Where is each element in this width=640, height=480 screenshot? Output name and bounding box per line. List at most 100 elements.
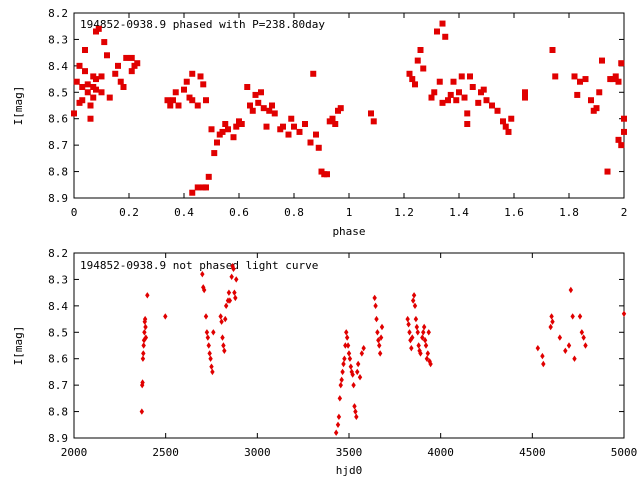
data-point (307, 139, 314, 146)
x-tick-label: 0 (71, 206, 78, 219)
data-point (522, 94, 528, 101)
data-point (120, 84, 127, 90)
data-points (139, 263, 627, 436)
data-points (71, 20, 627, 196)
x-tick-label: 4000 (427, 446, 454, 459)
x-tick-label: 1.8 (559, 206, 579, 219)
data-point (377, 350, 383, 357)
plot-frame (73, 12, 625, 199)
data-point (563, 347, 568, 354)
data-point (574, 91, 581, 98)
data-point (621, 128, 627, 135)
data-point (232, 289, 237, 296)
data-point (101, 39, 108, 46)
data-point (469, 84, 476, 90)
data-point (112, 70, 119, 77)
data-point (90, 94, 97, 101)
data-point (581, 334, 586, 341)
data-point (461, 94, 468, 101)
data-point (345, 342, 351, 349)
data-point (418, 350, 423, 357)
data-point (428, 94, 435, 101)
data-point (332, 121, 339, 127)
data-point (87, 102, 94, 109)
data-point (502, 123, 509, 130)
data-point (139, 408, 145, 415)
x-tick-label: 3000 (244, 446, 271, 459)
data-point (84, 81, 91, 88)
data-point (140, 379, 145, 386)
data-point (73, 78, 80, 85)
data-point (200, 270, 205, 278)
data-point (370, 118, 377, 125)
data-point (203, 313, 209, 320)
y-tick-label: 8.5 (48, 86, 68, 99)
data-point (203, 97, 209, 104)
data-point (211, 150, 218, 157)
x-tick-label: 2 (621, 206, 628, 219)
data-point (422, 337, 428, 344)
data-point (93, 76, 99, 83)
data-point (233, 123, 240, 130)
data-point (333, 429, 339, 436)
data-point (500, 118, 506, 125)
y-tick-label: 8.5 (48, 326, 68, 339)
data-point (258, 89, 264, 96)
data-point (336, 413, 342, 421)
data-point (353, 408, 358, 415)
data-point (456, 89, 462, 96)
x-tick-label: 1 (346, 206, 353, 219)
data-point (98, 73, 105, 80)
data-point (612, 73, 619, 80)
data-point (344, 329, 349, 336)
data-point (361, 344, 366, 352)
data-point (164, 97, 171, 104)
y-tick-label: 8.2 (48, 7, 68, 20)
data-point (315, 144, 322, 151)
data-point (76, 62, 83, 69)
data-point (220, 334, 225, 341)
data-point (436, 78, 443, 85)
data-point (593, 105, 600, 112)
data-point (208, 355, 213, 362)
data-point (572, 355, 577, 362)
data-point (189, 97, 196, 104)
data-point (329, 115, 336, 122)
data-point (203, 184, 209, 191)
data-point (141, 350, 146, 357)
data-point (194, 102, 201, 109)
data-point (225, 126, 231, 133)
data-point (98, 89, 105, 96)
data-point (205, 173, 212, 180)
data-point (211, 329, 216, 336)
data-point (373, 302, 378, 310)
x-tick-label: 2000 (61, 446, 88, 459)
data-point (167, 102, 174, 109)
data-point (238, 121, 245, 127)
data-point (142, 315, 148, 323)
data-point (266, 107, 273, 114)
data-point (522, 89, 528, 96)
data-point (134, 60, 141, 67)
data-point (104, 52, 110, 59)
data-point (541, 360, 546, 368)
data-point (615, 136, 622, 143)
data-point (420, 65, 427, 72)
data-point (207, 350, 212, 357)
data-point (197, 73, 204, 80)
data-point (181, 86, 187, 93)
data-point (540, 352, 545, 360)
y-tick-label: 8.8 (48, 166, 68, 179)
data-point (421, 323, 427, 331)
data-point (552, 73, 559, 80)
data-point (93, 86, 99, 93)
data-point (420, 334, 425, 341)
data-point (143, 334, 149, 341)
data-point (255, 99, 262, 106)
data-point (357, 374, 363, 381)
data-point (368, 110, 374, 117)
data-point (414, 57, 421, 64)
data-point (244, 84, 251, 90)
data-point (494, 107, 501, 114)
